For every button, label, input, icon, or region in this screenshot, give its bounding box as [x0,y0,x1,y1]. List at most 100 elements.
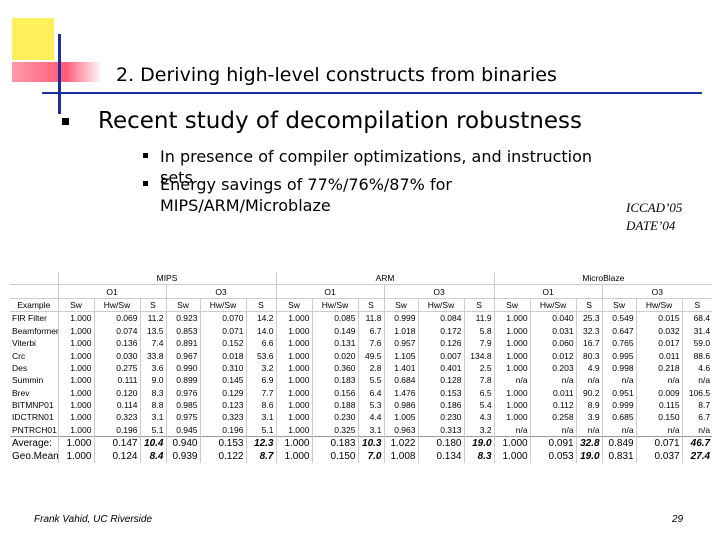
cell: 32.3 [575,324,603,337]
cell: 0.040 [529,311,577,325]
cell: 0.126 [417,336,464,350]
reference: ICCAD’05 [626,200,683,215]
cell: 4.6 [681,361,713,375]
cell: 0.091 [529,436,577,451]
cell: 1.000 [493,336,531,350]
cell: 1.000 [275,436,312,451]
cell: 3.1 [245,411,276,424]
cell: 7.7 [245,386,276,399]
column-header: S [575,298,603,313]
cell: 0.951 [601,386,637,399]
cell: 1.000 [57,336,94,350]
cell: n/a [529,374,577,387]
page-number: 29 [672,514,684,525]
cell: 0.145 [199,374,246,387]
cell: Viterbi [12,338,36,349]
cell: 90.2 [575,386,603,399]
cell: 8.6 [245,398,276,412]
cell: 0.186 [417,398,464,412]
cell: 6.9 [245,374,276,387]
cell: n/a [635,374,683,387]
cell: 7.0 [357,450,384,464]
column-header: Sw [493,298,531,313]
cell: 0.070 [199,311,246,325]
cell: 0.923 [165,311,200,325]
group-row: MIPS ARM MicroBlaze [10,272,713,286]
cell: 0.549 [601,311,637,325]
cell: n/a [681,374,713,387]
cell: 1.000 [493,436,531,451]
summary-row: Average: 1.000 0.147 10.4 0.940 0.153 12.3 1.00… [10,436,713,451]
bullet-square [62,118,69,125]
cell: n/a [575,374,603,387]
cell: 0.685 [601,411,637,424]
results-table: MIPS ARM MicroBlaze O1 O3 O1 O3 O1 O3 Example Sw Hw… [10,272,713,464]
cell: 31.4 [681,324,713,337]
cell: 1.000 [275,398,312,412]
cell: 2.5 [463,361,495,375]
cell: 0.999 [383,311,418,325]
cell: 6.4 [357,386,384,399]
cell: IDCTRN01 [12,412,54,423]
cell: 1.000 [275,411,312,424]
cell: 3.6 [139,361,166,375]
cell: 1.000 [275,324,312,337]
cell: 1.000 [57,398,94,412]
cell: 1.000 [493,411,531,424]
cell: 0.899 [165,374,200,387]
cell: 1.000 [275,386,312,399]
cell: 68.4 [681,311,713,325]
level-header: O3 [383,284,495,299]
cell: 0.985 [165,398,200,412]
cell: 5.3 [357,398,384,412]
cell: 134.8 [463,349,495,362]
cell: n/a [635,423,683,437]
cell: 0.131 [311,336,358,350]
cell: n/a [575,423,603,437]
cell: 0.060 [529,336,577,350]
cell: 1.022 [383,436,418,451]
cell: 5.5 [357,374,384,387]
cell: 7.4 [139,336,166,350]
cell: 6.6 [245,336,276,350]
cell: 1.401 [383,361,418,375]
column-header: Sw [383,298,418,313]
cell: 14.0 [245,324,276,337]
cell: n/a [529,423,577,437]
cell: 1.000 [493,386,531,399]
cell: 8.3 [463,450,495,464]
cell: 1.105 [383,349,418,362]
cell: 5.1 [245,423,276,437]
cell: 0.258 [529,411,577,424]
data-row: Viterbi 1.000 0.136 7.4 0.891 0.152 6.6 1.000 0.… [10,336,713,350]
cell: 0.032 [635,324,683,337]
column-header: Example [10,298,58,313]
cell: 1.000 [493,450,531,464]
cell: 80.3 [575,349,603,362]
cell: n/a [601,423,637,437]
cell: 19.0 [575,450,603,464]
cell: 49.5 [357,349,384,362]
cell: 1.000 [493,349,531,362]
cell: 1.000 [493,361,531,375]
group-header: ARM [275,272,495,286]
cell: 4.9 [575,361,603,375]
group-header: MIPS [57,272,276,286]
cell: 0.018 [199,349,246,362]
cell: 0.009 [635,386,683,399]
summary-row: Geo.Mean 1.000 0.124 8.4 0.939 0.122 8.7 1.000 0… [10,450,713,464]
cell: n/a [493,374,531,387]
cell: 27.4 [681,450,713,464]
column-header: Sw [57,298,94,313]
cell: 0.323 [93,411,140,424]
yellow-square [12,18,54,60]
column-header: S [681,298,713,313]
column-header: Sw [601,298,637,313]
cell: 0.071 [635,436,683,451]
cell: 1.000 [57,450,94,464]
cell: 1.000 [493,311,531,325]
cell: 6.5 [463,386,495,399]
cell: 0.123 [199,398,246,412]
cell: 0.128 [417,374,464,387]
cell: 0.011 [635,349,683,362]
